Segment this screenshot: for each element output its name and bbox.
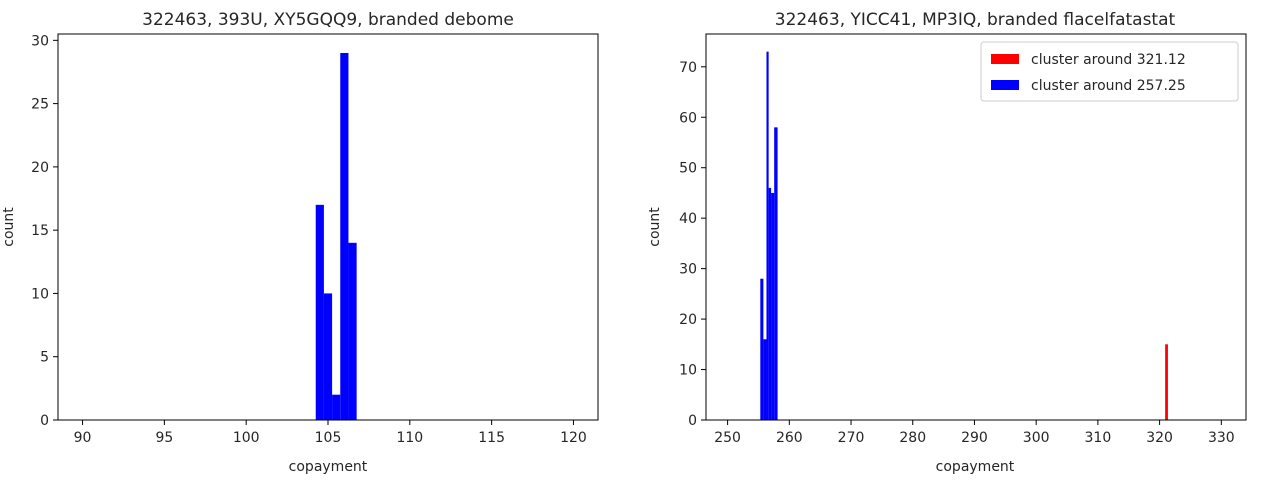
legend-entry-blue: cluster around 257.25 xyxy=(1031,78,1186,94)
chart-right-y-ticks: 0 10 20 30 40 50 60 70 xyxy=(679,60,706,429)
chart-right-y-tick-label-6: 60 xyxy=(679,110,697,126)
chart-left-title: 322463, 393U, XY5GQQ9, branded debome xyxy=(142,10,514,30)
chart-right-bar-s1-2 xyxy=(766,51,769,420)
chart-left-y-tick-label-1: 5 xyxy=(40,350,49,366)
chart-right-bar-s1-4 xyxy=(771,192,775,420)
chart-left-bar-s0-4 xyxy=(348,242,357,420)
chart-right-y-tick-label-7: 70 xyxy=(679,60,697,76)
chart-left-y-ticks: 0 5 10 15 20 25 30 xyxy=(31,33,58,429)
chart-right-x-tick-label-7: 320 xyxy=(1146,430,1173,446)
chart-left-bar-s0-2 xyxy=(332,394,341,420)
legend-swatch-blue xyxy=(991,80,1019,90)
chart-right: 322463, YICC41, MP3IQ, branded flacelfat… xyxy=(647,10,1247,475)
chart-right-title: 322463, YICC41, MP3IQ, branded flacelfat… xyxy=(775,10,1176,30)
chart-right-x-tick-label-2: 270 xyxy=(838,430,865,446)
chart-left-x-label: copayment xyxy=(289,459,368,475)
chart-right-y-tick-label-3: 30 xyxy=(679,262,697,278)
chart-right-x-label: copayment xyxy=(936,459,1015,475)
chart-left-bar-s0-3 xyxy=(340,52,349,420)
chart-right-bar-s1-5 xyxy=(774,127,778,420)
chart-right-x-tick-label-6: 310 xyxy=(1085,430,1112,446)
chart-left-x-tick-label-0: 90 xyxy=(74,430,92,446)
chart-left-y-tick-label-3: 15 xyxy=(31,223,49,239)
chart-right-y-tick-label-2: 20 xyxy=(679,312,697,328)
chart-right-x-tick-label-3: 280 xyxy=(899,430,926,446)
chart-left-x-tick-label-2: 100 xyxy=(233,430,260,446)
chart-left-y-tick-label-0: 0 xyxy=(40,413,49,429)
chart-left-x-tick-label-5: 115 xyxy=(478,430,505,446)
chart-left-bars xyxy=(315,52,357,420)
chart-right-x-tick-label-4: 290 xyxy=(961,430,988,446)
chart-right-frame xyxy=(705,33,1247,421)
chart-right-x-ticks: 250 260 270 280 290 300 310 320 330 xyxy=(714,420,1235,446)
chart-right-y-tick-label-4: 40 xyxy=(679,211,697,227)
chart-right-bar-s1-1 xyxy=(763,339,767,420)
legend-box xyxy=(980,41,1239,102)
chart-right-bars xyxy=(760,51,1168,420)
legend-swatch-red xyxy=(991,54,1019,64)
chart-right-x-tick-label-0: 250 xyxy=(714,430,741,446)
chart-left-x-tick-label-3: 105 xyxy=(315,430,342,446)
chart-right-y-tick-label-0: 0 xyxy=(688,413,697,429)
chart-left-y-tick-label-6: 30 xyxy=(31,33,49,49)
chart-right-bar-s0-0 xyxy=(1165,344,1168,420)
chart-left-x-tick-label-6: 120 xyxy=(560,430,587,446)
chart-left-bar-s0-1 xyxy=(323,293,333,420)
chart-right-y-tick-label-5: 50 xyxy=(679,161,697,177)
chart-right-legend: cluster around 321.12 cluster around 257… xyxy=(980,41,1239,102)
chart-left-x-tick-label-4: 110 xyxy=(396,430,423,446)
chart-right-y-label: count xyxy=(647,207,663,247)
chart-left: 322463, 393U, XY5GQQ9, branded debome 90… xyxy=(1,10,599,475)
chart-right-y-tick-label-1: 10 xyxy=(679,363,697,379)
chart-left-y-tick-label-5: 25 xyxy=(31,97,49,113)
chart-left-bar-s0-0 xyxy=(315,204,324,420)
chart-left-x-ticks: 90 95 100 105 110 115 120 xyxy=(74,420,587,446)
chart-right-x-tick-label-8: 330 xyxy=(1208,430,1235,446)
chart-left-y-tick-label-2: 10 xyxy=(31,286,49,302)
legend-entry-red: cluster around 321.12 xyxy=(1031,52,1186,68)
chart-left-y-tick-label-4: 20 xyxy=(31,160,49,176)
chart-right-x-tick-label-5: 300 xyxy=(1023,430,1050,446)
chart-right-bar-s1-3 xyxy=(768,187,772,420)
chart-left-x-tick-label-1: 95 xyxy=(155,430,173,446)
chart-right-bar-s1-0 xyxy=(760,278,764,420)
chart-right-x-tick-label-1: 260 xyxy=(776,430,803,446)
chart-left-y-label: count xyxy=(1,207,17,247)
